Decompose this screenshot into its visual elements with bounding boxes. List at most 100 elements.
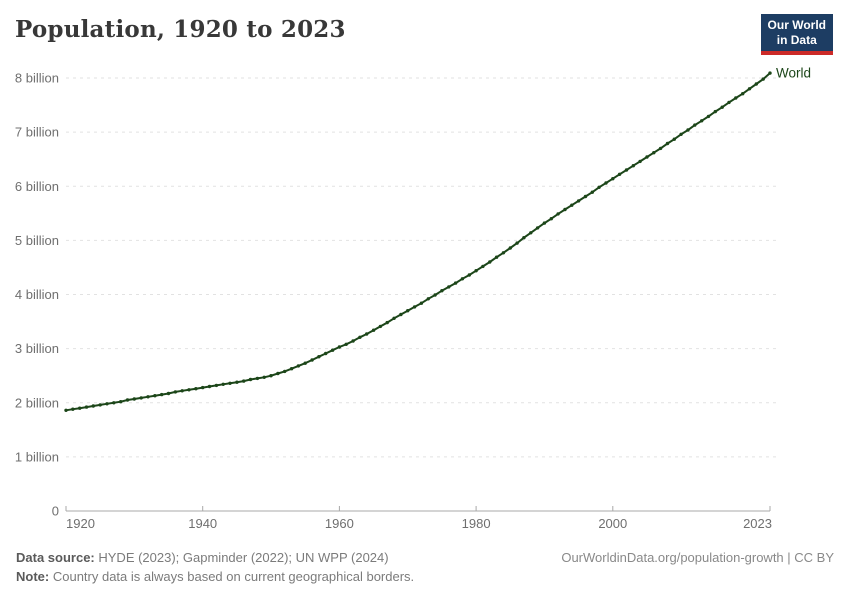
data-point-marker[interactable] (501, 251, 506, 255)
data-point-marker[interactable] (337, 345, 342, 349)
data-point-marker[interactable] (248, 377, 253, 382)
data-point-marker[interactable] (112, 401, 116, 405)
data-point-marker[interactable] (371, 328, 376, 332)
data-point-marker[interactable] (481, 264, 485, 269)
data-point-marker[interactable] (91, 404, 96, 408)
data-point-marker[interactable] (549, 217, 553, 221)
data-point-marker[interactable] (180, 389, 184, 393)
data-point-marker[interactable] (433, 293, 437, 297)
data-point-marker[interactable] (296, 364, 301, 368)
data-point-marker[interactable] (166, 391, 171, 396)
data-point-marker[interactable] (125, 398, 130, 402)
owid-logo[interactable]: Our World in Data (760, 14, 833, 55)
data-point-marker[interactable] (754, 82, 758, 86)
data-point-marker[interactable] (652, 151, 656, 155)
data-point-marker[interactable] (242, 379, 246, 383)
data-point-marker[interactable] (440, 289, 444, 293)
data-point-marker[interactable] (303, 361, 307, 365)
data-point-marker[interactable] (672, 137, 676, 141)
data-point-marker[interactable] (522, 236, 526, 240)
data-point-marker[interactable] (426, 297, 430, 301)
data-point-marker[interactable] (78, 406, 82, 410)
data-point-marker[interactable] (474, 269, 478, 273)
data-point-marker[interactable] (330, 348, 335, 352)
data-point-marker[interactable] (686, 128, 690, 132)
data-point-marker[interactable] (556, 212, 560, 216)
data-point-marker[interactable] (713, 109, 717, 114)
data-point-marker[interactable] (645, 155, 649, 159)
data-point-marker[interactable] (419, 301, 424, 305)
data-point-marker[interactable] (624, 168, 629, 172)
data-point-marker[interactable] (460, 277, 465, 281)
data-point-marker[interactable] (727, 100, 731, 105)
data-point-marker[interactable] (631, 164, 635, 168)
data-point-marker[interactable] (153, 394, 157, 398)
data-point-marker[interactable] (658, 146, 663, 151)
data-point-marker[interactable] (64, 408, 68, 412)
data-point-marker[interactable] (105, 402, 109, 406)
data-point-marker[interactable] (84, 405, 89, 409)
data-point-marker[interactable] (289, 367, 294, 371)
data-point-marker[interactable] (201, 385, 205, 390)
data-point-marker[interactable] (768, 71, 772, 75)
data-point-marker[interactable] (283, 369, 287, 374)
data-point-marker[interactable] (576, 199, 581, 203)
data-point-marker[interactable] (515, 241, 519, 245)
data-point-marker[interactable] (734, 96, 738, 100)
data-point-marker[interactable] (638, 159, 642, 164)
data-point-marker[interactable] (412, 305, 417, 309)
data-point-marker[interactable] (139, 396, 143, 400)
data-point-marker[interactable] (98, 403, 102, 407)
data-point-marker[interactable] (324, 351, 328, 356)
data-point-marker[interactable] (194, 387, 198, 391)
data-point-marker[interactable] (679, 132, 683, 136)
data-point-marker[interactable] (617, 172, 622, 176)
data-point-marker[interactable] (255, 376, 260, 381)
data-point-marker[interactable] (542, 221, 547, 225)
world-population-line[interactable] (65, 72, 771, 412)
data-point-marker[interactable] (590, 190, 594, 194)
data-point-marker[interactable] (570, 203, 574, 207)
data-point-marker[interactable] (467, 273, 471, 277)
data-point-marker[interactable] (317, 355, 321, 359)
data-point-marker[interactable] (276, 371, 280, 376)
data-point-marker[interactable] (747, 87, 752, 91)
data-point-marker[interactable] (351, 339, 355, 343)
data-point-marker[interactable] (563, 207, 567, 212)
data-point-marker[interactable] (378, 324, 383, 329)
data-point-marker[interactable] (665, 141, 670, 146)
data-point-marker[interactable] (453, 281, 458, 285)
data-point-marker[interactable] (269, 374, 273, 378)
data-point-marker[interactable] (146, 395, 150, 399)
data-point-marker[interactable] (160, 392, 164, 397)
data-point-marker[interactable] (488, 260, 492, 264)
footer-credit-link[interactable]: OurWorldinData.org/population-growth | C… (561, 550, 834, 565)
population-line-chart[interactable]: 0 1 billion 2 billion 3 billion 4 billion 5 b… (0, 0, 850, 545)
data-point-marker[interactable] (214, 383, 219, 388)
data-point-marker[interactable] (385, 320, 389, 325)
data-point-marker[interactable] (720, 105, 724, 109)
data-point-marker[interactable] (693, 123, 697, 127)
data-point-marker[interactable] (310, 358, 314, 362)
data-point-marker[interactable] (597, 185, 601, 189)
data-point-marker[interactable] (741, 92, 745, 96)
data-point-marker[interactable] (761, 77, 765, 81)
data-point-marker[interactable] (583, 194, 588, 199)
data-point-marker[interactable] (535, 226, 540, 230)
data-point-marker[interactable] (700, 119, 704, 123)
data-point-marker[interactable] (207, 384, 212, 389)
data-point-marker[interactable] (604, 181, 608, 185)
data-point-marker[interactable] (119, 400, 123, 404)
data-point-marker[interactable] (406, 309, 410, 313)
data-point-marker[interactable] (494, 255, 499, 259)
data-point-marker[interactable] (447, 285, 451, 289)
data-point-marker[interactable] (508, 246, 512, 250)
data-point-marker[interactable] (611, 177, 615, 181)
data-point-marker[interactable] (392, 316, 396, 320)
data-point-marker[interactable] (173, 390, 178, 394)
data-point-marker[interactable] (706, 114, 711, 119)
data-point-marker[interactable] (262, 375, 266, 379)
data-point-marker[interactable] (399, 312, 403, 317)
data-point-marker[interactable] (132, 397, 136, 401)
data-point-marker[interactable] (365, 332, 369, 336)
